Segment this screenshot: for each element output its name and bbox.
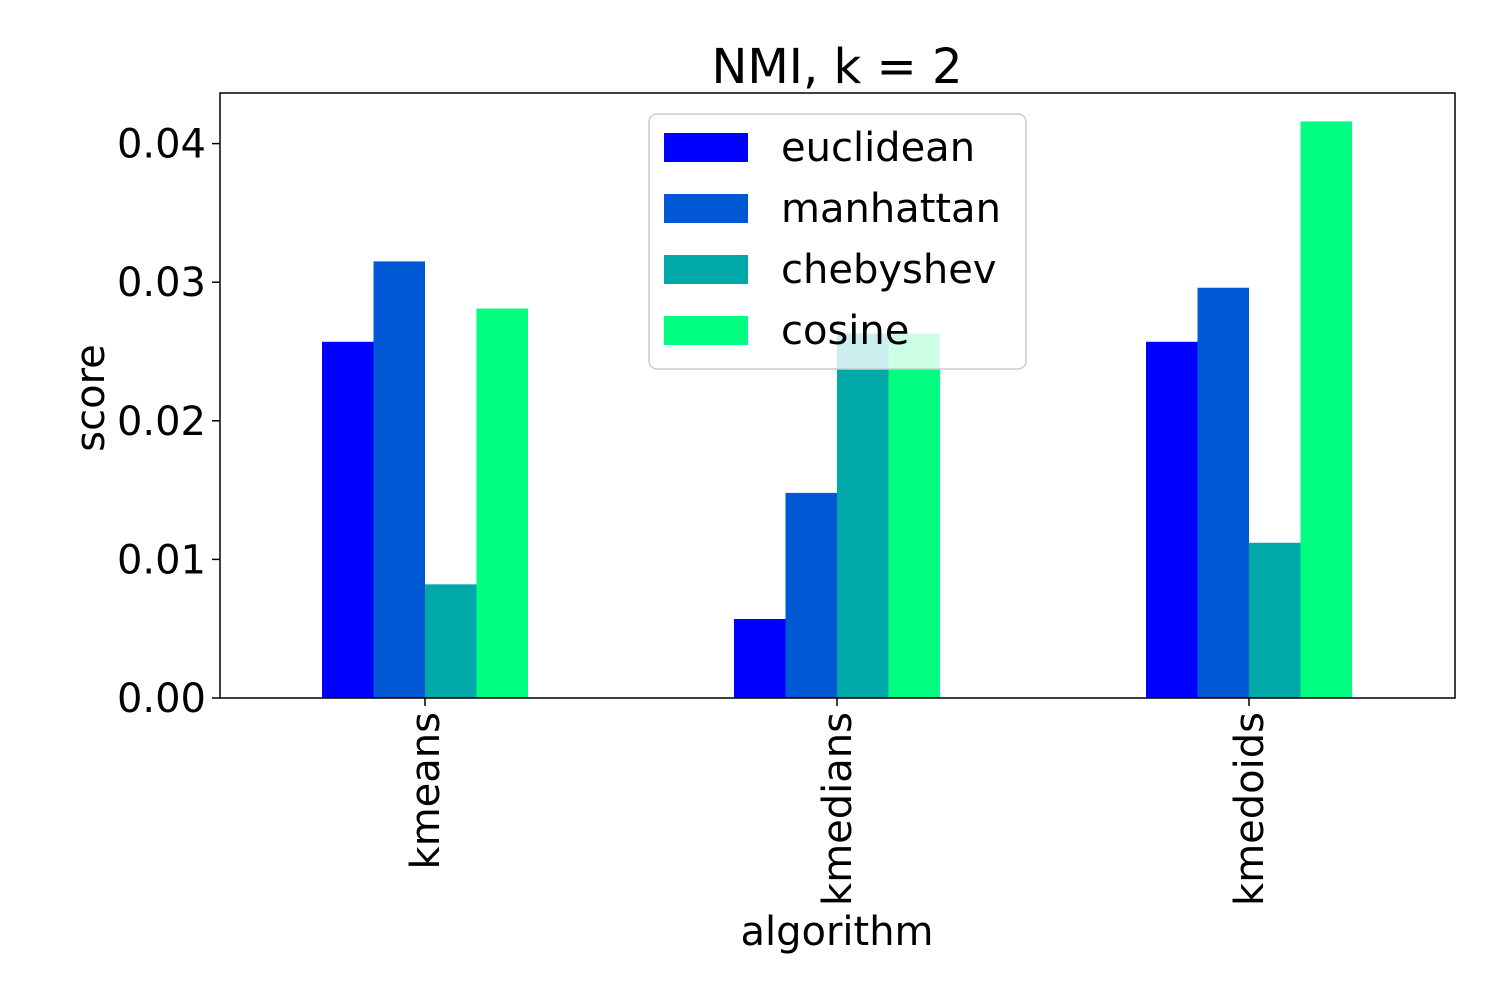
bar-chebyshev-kmedians <box>837 333 889 698</box>
bars-group <box>322 121 1352 698</box>
x-axis-label: algorithm <box>740 909 933 955</box>
bar-cosine-kmedoids <box>1300 121 1352 698</box>
legend-label-chebyshev: chebyshev <box>781 247 997 293</box>
legend-swatch-chebyshev <box>664 255 748 284</box>
bar-manhattan-kmedians <box>785 492 837 698</box>
y-axis-label: score <box>68 344 114 451</box>
y-tick-label: 0.02 <box>117 399 206 445</box>
legend-frame <box>648 113 1027 370</box>
bar-manhattan-kmedoids <box>1197 287 1249 698</box>
chart-title: NMI, k = 2 <box>711 39 962 95</box>
y-tick-label: 0.01 <box>117 537 206 583</box>
legend-label-cosine: cosine <box>781 308 909 354</box>
y-tick-label: 0.00 <box>117 676 206 722</box>
bar-chebyshev-kmedoids <box>1249 542 1301 698</box>
legend-label-euclidean: euclidean <box>781 125 975 171</box>
bar-manhattan-kmeans <box>373 261 425 698</box>
bar-chebyshev-kmeans <box>425 584 477 698</box>
y-axis-ticks: 0.00 0.01 0.02 0.03 0.04 <box>117 122 220 722</box>
y-tick-label: 0.04 <box>117 122 206 168</box>
legend-swatch-manhattan <box>664 194 748 223</box>
x-tick-label-kmedians: kmedians <box>815 712 861 906</box>
legend-swatch-euclidean <box>664 133 748 162</box>
bar-cosine-kmedians <box>888 333 940 698</box>
legend-label-manhattan: manhattan <box>781 186 1001 232</box>
legend: euclidean manhattan chebyshev cosine <box>648 113 1027 370</box>
bar-euclidean-kmedoids <box>1146 341 1198 698</box>
legend-swatch-cosine <box>664 316 748 345</box>
bar-euclidean-kmeans <box>322 341 374 698</box>
legend-items: euclidean manhattan chebyshev cosine <box>664 125 1001 354</box>
bar-cosine-kmeans <box>476 308 528 698</box>
x-tick-label-kmedoids: kmedoids <box>1227 712 1273 906</box>
bar-euclidean-kmedians <box>734 619 786 698</box>
x-tick-label-kmeans: kmeans <box>403 712 449 869</box>
x-axis-ticks: kmeans kmedians kmedoids <box>403 698 1273 906</box>
y-tick-label: 0.03 <box>117 260 206 306</box>
